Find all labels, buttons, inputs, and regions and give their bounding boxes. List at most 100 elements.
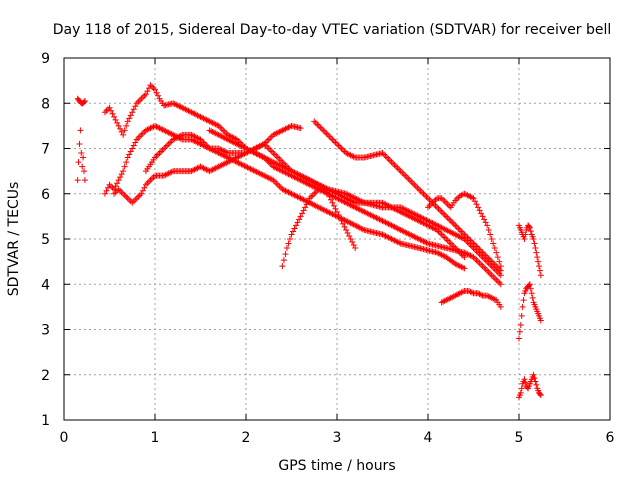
data-point xyxy=(291,225,298,232)
data-point xyxy=(472,242,479,249)
data-point xyxy=(488,236,495,242)
data-point xyxy=(482,219,489,226)
data-point xyxy=(106,104,113,111)
data-point xyxy=(220,127,227,134)
data-point xyxy=(496,266,503,273)
data-point xyxy=(130,106,137,113)
data-point xyxy=(148,175,155,182)
data-point xyxy=(127,148,134,155)
data-point xyxy=(518,312,525,319)
data-point xyxy=(394,165,401,172)
data-point xyxy=(453,223,460,230)
data-point xyxy=(114,119,121,126)
data-point xyxy=(479,263,486,270)
data-point xyxy=(411,181,418,188)
data-point xyxy=(153,153,160,160)
data-point xyxy=(327,134,334,141)
x-tick-label: 5 xyxy=(515,430,524,446)
data-point xyxy=(536,390,543,397)
data-point xyxy=(329,199,336,206)
data-point xyxy=(487,270,494,277)
data-point xyxy=(465,236,472,242)
data-point xyxy=(106,181,113,188)
data-point xyxy=(117,125,124,132)
data-point xyxy=(123,122,130,129)
data-point xyxy=(139,130,146,137)
data-point xyxy=(153,89,160,96)
data-point xyxy=(388,159,395,166)
data-point xyxy=(136,192,143,199)
data-point xyxy=(521,236,528,242)
data-point xyxy=(75,159,82,166)
data-point xyxy=(526,223,533,230)
data-point xyxy=(338,145,345,152)
data-point xyxy=(288,231,295,238)
data-point xyxy=(435,205,442,212)
data-point xyxy=(447,217,454,224)
data-point xyxy=(517,389,524,396)
data-point xyxy=(537,392,544,399)
data-point xyxy=(443,213,450,220)
data-point xyxy=(309,192,316,199)
data-point xyxy=(282,251,289,258)
data-point xyxy=(267,147,274,154)
data-point xyxy=(314,121,321,128)
data-point xyxy=(488,272,495,279)
data-point xyxy=(324,190,331,197)
data-point xyxy=(78,150,85,157)
data-point xyxy=(320,127,327,134)
data-point xyxy=(425,204,431,211)
data-point xyxy=(406,177,413,184)
data-point xyxy=(396,166,403,173)
data-point xyxy=(446,216,453,223)
data-point xyxy=(478,261,485,268)
data-point xyxy=(532,245,539,252)
data-point xyxy=(450,220,457,227)
data-point xyxy=(481,264,488,271)
data-point xyxy=(81,168,88,175)
data-point xyxy=(485,226,492,233)
data-points xyxy=(74,82,544,401)
data-point xyxy=(317,124,324,131)
data-point xyxy=(262,142,269,149)
data-point xyxy=(126,115,133,122)
data-point xyxy=(117,174,124,181)
data-point xyxy=(408,178,415,185)
data-point xyxy=(535,258,542,265)
data-point xyxy=(156,150,163,157)
data-point xyxy=(332,139,339,146)
grid xyxy=(64,58,610,420)
data-point xyxy=(159,147,166,154)
data-point xyxy=(485,269,492,276)
data-point xyxy=(323,130,330,137)
data-point xyxy=(521,376,528,383)
data-point xyxy=(273,153,280,160)
data-point xyxy=(409,180,416,187)
data-point xyxy=(381,151,388,158)
data-point xyxy=(124,195,131,202)
data-point xyxy=(118,128,125,135)
data-point xyxy=(475,258,482,265)
y-axis-label: SDTVAR / TECUs xyxy=(6,182,22,297)
data-point xyxy=(132,103,139,110)
x-tick-label: 4 xyxy=(424,430,433,446)
data-point xyxy=(449,219,456,226)
data-point xyxy=(350,242,357,249)
data-point xyxy=(124,154,131,161)
data-point xyxy=(412,183,419,190)
data-point xyxy=(472,198,479,205)
data-point xyxy=(335,142,342,149)
data-point xyxy=(334,208,340,215)
data-point xyxy=(527,285,534,292)
data-point xyxy=(142,91,149,98)
data-point xyxy=(536,267,543,274)
data-point xyxy=(487,257,494,264)
data-point xyxy=(444,214,451,221)
data-point xyxy=(273,180,280,187)
data-point xyxy=(530,371,537,378)
data-point xyxy=(158,148,165,155)
data-point xyxy=(484,254,491,261)
data-point xyxy=(81,99,88,106)
data-point xyxy=(341,223,348,230)
data-point xyxy=(123,193,130,200)
